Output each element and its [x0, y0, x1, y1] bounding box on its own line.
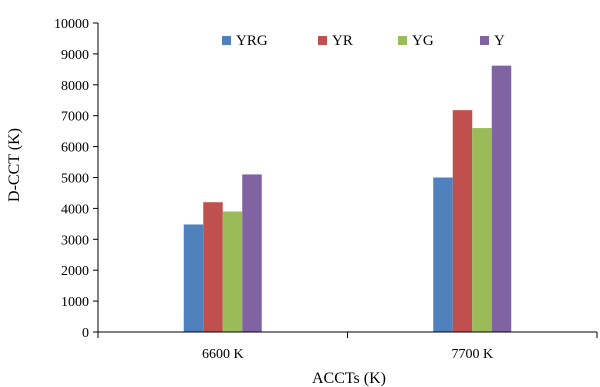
- y-tick-label: 6000: [61, 141, 89, 156]
- bar-y-1: [491, 65, 512, 332]
- x-axis-ticks: 6600 K 7700 K: [97, 332, 598, 362]
- bar-yrg-1: [433, 177, 453, 332]
- legend: YRG YR YG Y: [222, 33, 505, 49]
- x-tick-label: 7700 K: [451, 347, 493, 362]
- y-tick-label: 8000: [61, 79, 89, 94]
- legend-label-yrg: YRG: [236, 33, 268, 49]
- y-tick-label: 1000: [61, 295, 89, 310]
- y-tick-label: 4000: [61, 202, 89, 217]
- y-tick-label: 3000: [61, 233, 89, 248]
- bar-yr-1: [452, 110, 473, 332]
- bar-yr-0: [203, 202, 223, 332]
- legend-label-yg: YG: [412, 33, 434, 49]
- bars: [183, 65, 512, 332]
- y-axis-ticks: 0 1000 2000 3000 4000 5000 6000 7000 8000 9000 100…: [54, 17, 98, 341]
- y-tick-label: 7000: [61, 110, 89, 125]
- legend-swatch-yg: [398, 36, 407, 45]
- y-tick-label: 0: [82, 326, 89, 341]
- legend-label-y: Y: [494, 33, 505, 49]
- y-tick-label: 2000: [61, 264, 89, 279]
- legend-label-yr: YR: [332, 33, 353, 49]
- y-tick-label: 5000: [61, 172, 89, 187]
- bar-yg-0: [222, 211, 243, 332]
- bar-y-0: [242, 174, 262, 332]
- y-tick-label: 9000: [61, 48, 89, 63]
- x-axis-title: ACCTs (K): [312, 370, 386, 387]
- x-tick-label: 6600 K: [202, 347, 244, 362]
- legend-swatch-yr: [318, 36, 327, 45]
- legend-swatch-y: [480, 36, 489, 45]
- y-axis-title: D-CCT (K): [6, 128, 23, 202]
- bar-yg-1: [472, 128, 492, 332]
- y-tick-label: 10000: [54, 17, 89, 32]
- legend-swatch-yrg: [222, 36, 231, 45]
- bar-yrg-0: [183, 224, 204, 332]
